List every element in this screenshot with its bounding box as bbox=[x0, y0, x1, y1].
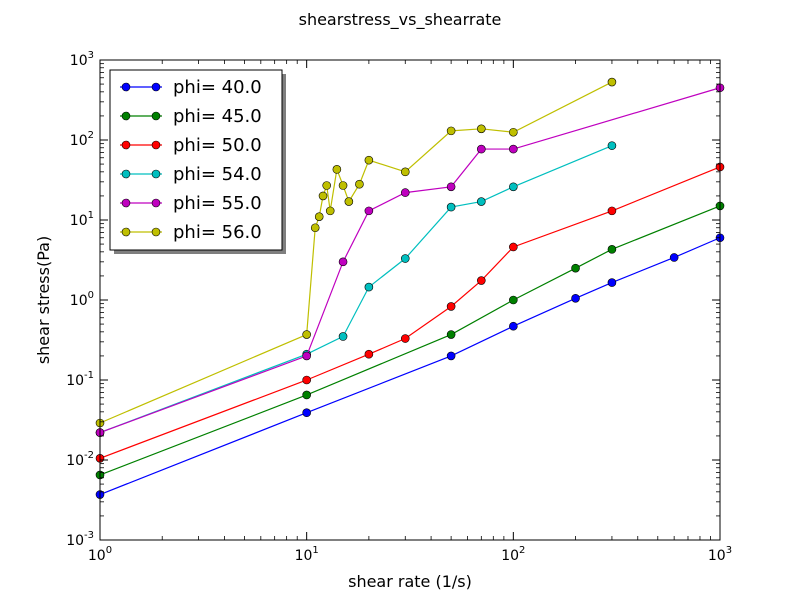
y-tick-label: 103 bbox=[70, 50, 94, 69]
data-point bbox=[509, 127, 518, 137]
data-point bbox=[302, 408, 311, 418]
data-point bbox=[318, 191, 328, 201]
x-tick-label: 101 bbox=[295, 545, 319, 564]
x-tick-label: 100 bbox=[88, 545, 112, 564]
legend-marker bbox=[151, 82, 161, 92]
data-point bbox=[400, 188, 410, 197]
legend-entry: phi= 56.0 bbox=[120, 222, 262, 243]
legend-marker bbox=[121, 140, 131, 150]
legend-marker bbox=[121, 169, 131, 179]
data-point bbox=[509, 144, 518, 154]
legend-marker bbox=[151, 111, 161, 121]
x-tick-label: 103 bbox=[708, 545, 732, 564]
data-point bbox=[446, 302, 456, 311]
chart-title: shearstress_vs_shearrate bbox=[299, 10, 502, 30]
data-point bbox=[477, 276, 486, 285]
legend-marker bbox=[151, 198, 161, 208]
data-point bbox=[400, 254, 410, 263]
data-point bbox=[338, 181, 348, 190]
legend-label: phi= 54.0 bbox=[173, 164, 262, 185]
y-tick-label: 101 bbox=[70, 210, 94, 229]
data-point bbox=[607, 141, 617, 150]
legend-marker bbox=[121, 227, 131, 237]
y-tick-label: 102 bbox=[70, 130, 94, 149]
data-point bbox=[322, 181, 331, 190]
data-point bbox=[338, 332, 348, 341]
data-point bbox=[571, 294, 580, 303]
data-point bbox=[477, 197, 486, 206]
legend: phi= 40.0 phi= 45.0 phi= 50.0 phi= 54.0 phi=… bbox=[109, 69, 286, 254]
y-axis-label: shear stress(Pa) bbox=[34, 236, 53, 364]
legend-marker bbox=[151, 169, 161, 179]
legend-entry: phi= 54.0 bbox=[120, 164, 262, 185]
x-axis-ticks: 100 101 102 103 bbox=[88, 60, 732, 564]
data-point bbox=[355, 179, 364, 189]
data-point bbox=[607, 77, 617, 87]
legend-entry: phi= 45.0 bbox=[120, 106, 262, 127]
legend-label: phi= 50.0 bbox=[173, 135, 262, 156]
data-point bbox=[607, 245, 617, 254]
series-line bbox=[99, 237, 721, 496]
data-point bbox=[446, 202, 456, 212]
data-point bbox=[364, 206, 374, 216]
legend-label: phi= 40.0 bbox=[173, 77, 262, 98]
data-point bbox=[364, 155, 374, 165]
x-axis-label: shear rate (1/s) bbox=[348, 572, 472, 591]
legend-label: phi= 55.0 bbox=[173, 193, 262, 214]
data-point bbox=[509, 182, 518, 192]
data-point bbox=[302, 390, 311, 400]
legend-entry: phi= 55.0 bbox=[120, 193, 262, 214]
series-0 bbox=[95, 233, 725, 499]
data-point bbox=[509, 295, 518, 305]
legend-label: phi= 56.0 bbox=[173, 222, 262, 243]
y-tick-label: 10-3 bbox=[66, 530, 94, 549]
legend-entry: phi= 40.0 bbox=[120, 77, 262, 98]
data-point bbox=[446, 126, 456, 136]
data-point bbox=[344, 197, 354, 206]
data-point bbox=[302, 330, 311, 339]
data-point bbox=[325, 206, 335, 216]
data-point bbox=[446, 330, 456, 339]
series-1 bbox=[95, 201, 725, 480]
series-2 bbox=[95, 162, 725, 463]
data-point bbox=[338, 257, 348, 267]
data-point bbox=[571, 263, 580, 273]
data-point bbox=[310, 223, 320, 233]
data-point bbox=[364, 349, 374, 359]
legend-box bbox=[109, 69, 283, 251]
data-point bbox=[364, 282, 374, 292]
legend-label: phi= 45.0 bbox=[173, 106, 262, 127]
data-point bbox=[302, 351, 311, 361]
series-4 bbox=[95, 83, 725, 437]
legend-marker bbox=[151, 227, 161, 237]
legend-marker bbox=[121, 198, 131, 208]
y-tick-label: 100 bbox=[70, 290, 94, 309]
y-tick-label: 10-2 bbox=[66, 450, 94, 469]
legend-entry: phi= 50.0 bbox=[120, 135, 262, 156]
legend-marker bbox=[121, 82, 131, 92]
data-point bbox=[400, 167, 410, 177]
y-axis-ticks: 10-3 10-2 10-1 100 101 102 103 bbox=[66, 50, 720, 549]
data-point bbox=[477, 124, 486, 134]
x-tick-label: 102 bbox=[501, 545, 525, 564]
data-point bbox=[332, 165, 342, 174]
data-point bbox=[669, 253, 679, 262]
data-point bbox=[446, 351, 456, 361]
data-point bbox=[509, 321, 518, 331]
data-point bbox=[446, 182, 456, 192]
data-point bbox=[607, 278, 617, 287]
data-point bbox=[607, 206, 617, 216]
legend-marker bbox=[121, 111, 131, 121]
data-point bbox=[302, 375, 311, 385]
data-point bbox=[400, 334, 410, 343]
legend-marker bbox=[151, 140, 161, 150]
y-tick-label: 10-1 bbox=[66, 370, 94, 389]
data-point bbox=[477, 144, 486, 154]
data-point bbox=[509, 242, 518, 252]
axes-layer: 100 101 102 103 10-3 10-2 10-1 100 101 102 103 bbox=[66, 50, 732, 564]
data-point bbox=[314, 212, 324, 221]
